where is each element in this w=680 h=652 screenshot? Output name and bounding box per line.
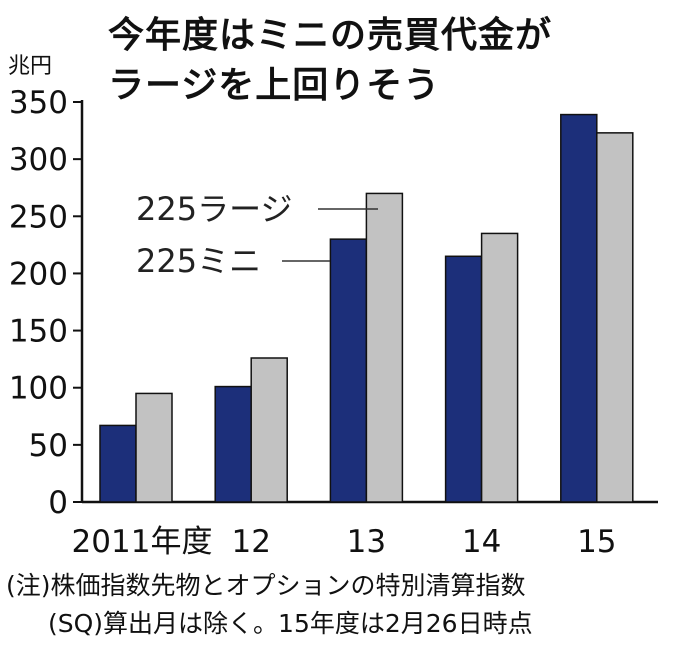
footnote-line-2: (SQ)算出月は除く。15年度は2月26日時点 bbox=[48, 609, 533, 638]
y-tick-label: 300 bbox=[9, 142, 68, 178]
y-axis-unit-label: 兆円 bbox=[8, 54, 53, 79]
bar-225-mini bbox=[444, 255, 483, 503]
x-tick-label: 2011年度 bbox=[72, 524, 213, 560]
bar-225-mini bbox=[99, 424, 137, 503]
bar-225-large bbox=[135, 392, 173, 503]
x-tick-label: 14 bbox=[462, 524, 501, 560]
x-tick-label: 13 bbox=[347, 524, 386, 560]
legend-label-225-large: 225ラージ bbox=[136, 190, 292, 228]
y-tick-label: 350 bbox=[9, 85, 68, 121]
chart-title-line-1: 今年度はミニの売買代金が bbox=[108, 15, 553, 56]
x-tick-label: 15 bbox=[577, 524, 616, 560]
x-tick-label: 12 bbox=[231, 524, 270, 560]
bar-225-large bbox=[365, 192, 404, 503]
bar-225-mini bbox=[560, 113, 598, 503]
bar-225-mini bbox=[214, 385, 252, 503]
y-tick-label: 250 bbox=[9, 199, 68, 235]
bar-225-large bbox=[596, 132, 634, 503]
y-tick-label: 150 bbox=[9, 314, 68, 350]
chart-title-line-2: ラージを上回りそう bbox=[108, 65, 441, 106]
y-tick-label: 50 bbox=[29, 428, 68, 464]
y-tick-label: 200 bbox=[9, 256, 68, 292]
legend-label-225-mini: 225ミニ bbox=[136, 242, 261, 280]
y-tick-label: 100 bbox=[9, 371, 68, 407]
bar-225-mini bbox=[329, 238, 368, 503]
bar-225-large bbox=[480, 232, 519, 503]
y-tick-label: 0 bbox=[48, 485, 68, 521]
footnote-line-1: (注)株価指数先物とオプションの特別清算指数 bbox=[6, 571, 526, 600]
bar-225-large bbox=[250, 357, 288, 503]
